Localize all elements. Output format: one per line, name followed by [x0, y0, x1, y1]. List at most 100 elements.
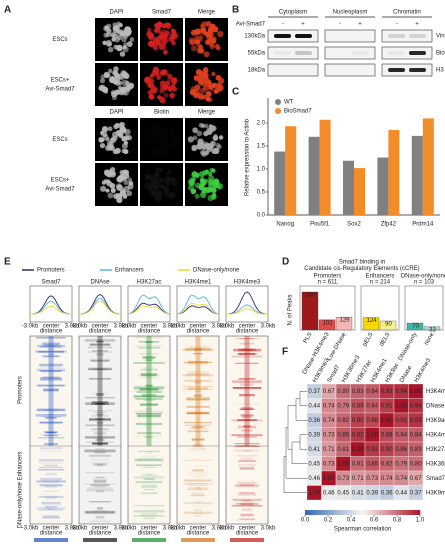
heatmap-stripe: [37, 436, 65, 439]
row-label: H3K9me3: [426, 490, 445, 496]
bar: [285, 126, 297, 215]
heatmap-stripe: [235, 484, 259, 487]
cell-nucleus: [170, 33, 176, 39]
heatmap-stripe: [241, 348, 253, 351]
cell-label: 0.79: [395, 461, 407, 467]
heatmap-stripe: [135, 435, 163, 438]
colorbar-segment: [411, 510, 415, 515]
cell-nucleus: [161, 23, 167, 29]
heatmap-stripe: [188, 465, 208, 467]
y-axis-title: Relative expression to Actinb: [245, 118, 251, 196]
heatmap-stripe: [45, 417, 57, 420]
heatmap-stripe: [139, 403, 159, 406]
kda-marker: 130kDa: [244, 34, 265, 40]
colorbar-tick-label: 0.4: [347, 518, 356, 524]
image-row-label: ESCs: [52, 137, 67, 143]
heatmap-stripe: [194, 508, 202, 512]
heatmap-stripe: [145, 426, 153, 429]
heatmap-stripe: [136, 413, 162, 415]
heatmap-stripe: [92, 510, 108, 512]
colorbar-segment: [371, 510, 375, 515]
heatmap-stripe: [42, 342, 60, 346]
heatmap-stripe: [187, 430, 209, 433]
cell-nucleus: [162, 150, 169, 157]
cell-nucleus: [98, 85, 104, 91]
heatmap-stripe: [87, 410, 113, 412]
cell-nucleus: [121, 142, 128, 149]
heatmap-stripe: [194, 515, 202, 517]
cell-nucleus: [161, 29, 168, 36]
heatmap-stripe: [239, 408, 255, 410]
heatmap-stripe: [134, 410, 164, 413]
heatmap-stripe: [145, 384, 153, 387]
cell-nucleus: [207, 195, 214, 202]
heatmap-stripe: [36, 367, 66, 371]
heatmap-stripe: [231, 419, 263, 422]
heatmap-stripe: [87, 346, 113, 349]
cell-nucleus: [152, 147, 158, 154]
cell-nucleus: [111, 37, 116, 42]
heatmap-cell: [408, 485, 424, 501]
cell-nucleus: [101, 126, 109, 133]
heatmap-stripe: [242, 449, 252, 452]
heatmap-stripe: [194, 390, 202, 392]
blot-frame: [381, 63, 433, 77]
heatmap-stripe: [238, 342, 256, 344]
heatmap-x-label: -3.0kb: [71, 526, 88, 532]
bar: [318, 319, 336, 331]
group-name: Enhancers: [366, 274, 395, 280]
heatmap-stripe: [183, 511, 213, 514]
cell-nucleus: [170, 139, 177, 145]
profile-x-label: 3.0kb: [114, 324, 129, 330]
heatmap-stripe: [188, 473, 208, 476]
cell-nucleus: [205, 90, 212, 98]
cell-nucleus: [123, 73, 130, 80]
kda-marker: 55kDa: [248, 51, 266, 57]
colorbar-segment: [328, 510, 332, 515]
heatmap-stripe: [41, 501, 61, 505]
heatmap-stripe: [186, 503, 209, 505]
heatmap-stripe: [185, 489, 211, 491]
track-label: H3K27ac: [137, 280, 162, 286]
dendrogram: [285, 427, 307, 479]
heatmap-stripe: [233, 480, 261, 481]
heatmap-stripe: [45, 472, 57, 476]
heatmap-stripe: [184, 379, 212, 382]
heatmap-stripe: [239, 519, 255, 521]
heatmap-stripe: [238, 464, 256, 467]
heatmap-x-label: -3.0kb: [169, 526, 186, 532]
blot-band: [295, 34, 312, 38]
cell-label: 0.36: [308, 418, 320, 424]
profile-frame: [127, 285, 171, 323]
y-tick-label: 1.0: [257, 167, 266, 173]
cell-label: 0.74: [323, 403, 335, 409]
heatmap-stripe: [86, 441, 114, 443]
cell-label: 0.73: [366, 476, 378, 482]
cell-nucleus: [170, 28, 176, 34]
colorbar-segment: [342, 510, 346, 515]
image-row-label: ESCs: [52, 37, 67, 43]
cell-nucleus: [169, 92, 176, 99]
profile-x-label: -3.0kb: [22, 324, 39, 330]
cell-nucleus: [98, 137, 104, 143]
bar: [301, 291, 319, 331]
group-count: n = 611: [318, 280, 338, 286]
cell-label: 1.00: [395, 403, 407, 409]
heatmap-stripe: [36, 384, 66, 387]
colorbar-segment: [322, 510, 326, 515]
cell-nucleus: [106, 180, 113, 187]
cell-label: 0.83: [352, 389, 364, 395]
heatmap-stripe: [195, 481, 201, 484]
colorbar-segment: [356, 510, 360, 515]
panel-letter: C: [232, 87, 239, 98]
heatmap-stripe: [182, 349, 214, 351]
colorbar-segment: [374, 510, 378, 515]
cell-nucleus: [148, 93, 155, 100]
profile-x-title: distance: [187, 329, 210, 335]
heatmap-stripe: [136, 390, 162, 394]
heatmap-stripe: [183, 421, 213, 424]
cell-label: 0.44: [395, 490, 407, 496]
cell-nucleus: [170, 127, 176, 133]
profile-x-label: -3.0kb: [218, 324, 235, 330]
cell-nucleus: [206, 129, 213, 136]
